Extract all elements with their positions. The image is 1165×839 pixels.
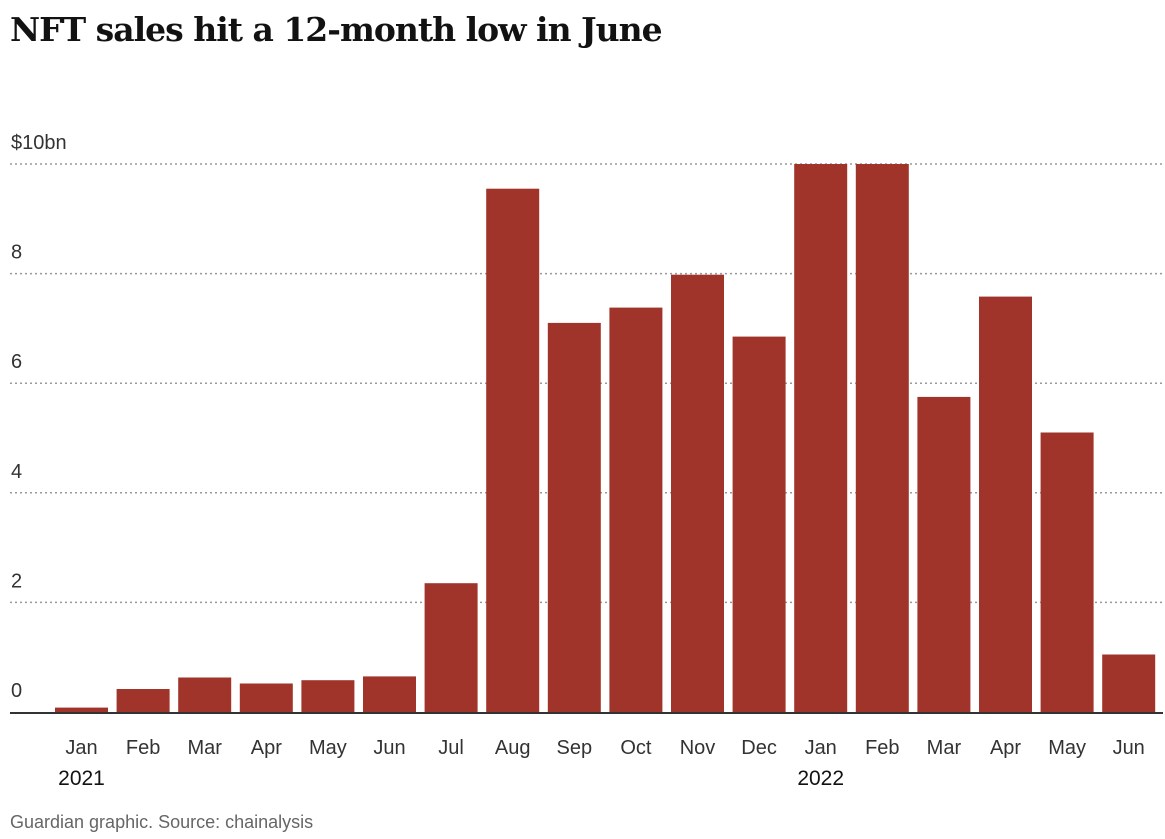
x-tick-label: Apr <box>990 737 1021 759</box>
bar-mar-2 <box>178 677 232 712</box>
bar-apr-3 <box>239 683 293 712</box>
x-tick-label: May <box>1048 737 1086 759</box>
x-tick-label: Sep <box>557 737 593 759</box>
x-tick-label: Jul <box>438 737 464 759</box>
bar-chart: 0 2 4 6 8 $10bn Jan Feb Mar Apr May Jun Jul Aug Sep Oc… <box>10 132 1163 790</box>
x-tick-label: Jan <box>805 737 837 759</box>
chart-title: NFT sales hit a 12-month low in June <box>10 10 663 49</box>
bar-jan-0 <box>55 707 108 712</box>
y-tick-label: 6 <box>11 351 22 373</box>
x-tick-label: Jun <box>373 737 405 759</box>
x-axis-labels: Jan Feb Mar Apr May Jun Jul Aug Sep Oct Nov Dec Jan F… <box>58 737 1145 790</box>
year-label: 2021 <box>58 767 105 790</box>
y-tick-label: $10bn <box>11 132 67 154</box>
y-tick-label: 0 <box>11 680 22 702</box>
x-tick-label: Jan <box>65 737 97 759</box>
year-label: 2022 <box>797 767 844 790</box>
x-tick-label: Feb <box>865 737 899 759</box>
x-tick-label: Nov <box>680 737 716 759</box>
bar-may-4 <box>301 680 355 712</box>
x-tick-label: Dec <box>741 737 777 759</box>
y-tick-label: 4 <box>11 461 22 483</box>
bar-mar-14 <box>917 396 971 712</box>
x-tick-label: Jun <box>1113 737 1145 759</box>
x-tick-label: Mar <box>927 737 962 759</box>
y-tick-label: 2 <box>11 570 22 592</box>
bar-dec-11 <box>732 336 786 712</box>
x-tick-label: Apr <box>251 737 282 759</box>
y-tick-label: 8 <box>11 242 22 264</box>
bar-feb-1 <box>116 689 170 712</box>
x-tick-label: Aug <box>495 737 531 759</box>
x-tick-label: Feb <box>126 737 160 759</box>
source-note: Guardian graphic. Source: chainalysis <box>10 812 314 832</box>
y-axis-ticks: 0 2 4 6 8 $10bn <box>11 132 67 702</box>
bar-jul-6 <box>424 583 478 712</box>
bar-jun-5 <box>363 676 416 712</box>
x-tick-label: Mar <box>187 737 222 759</box>
bars <box>55 164 1156 712</box>
bar-nov-10 <box>671 274 724 712</box>
bar-oct-9 <box>609 307 663 712</box>
bar-apr-15 <box>979 296 1032 712</box>
bar-jun-17 <box>1102 654 1156 712</box>
bar-aug-7 <box>486 188 540 712</box>
bar-may-16 <box>1040 432 1094 712</box>
bar-sep-8 <box>547 322 601 712</box>
x-tick-label: May <box>309 737 347 759</box>
x-tick-label: Oct <box>620 737 652 759</box>
bar-feb-13 <box>855 164 909 712</box>
bar-jan-12 <box>794 164 848 712</box>
